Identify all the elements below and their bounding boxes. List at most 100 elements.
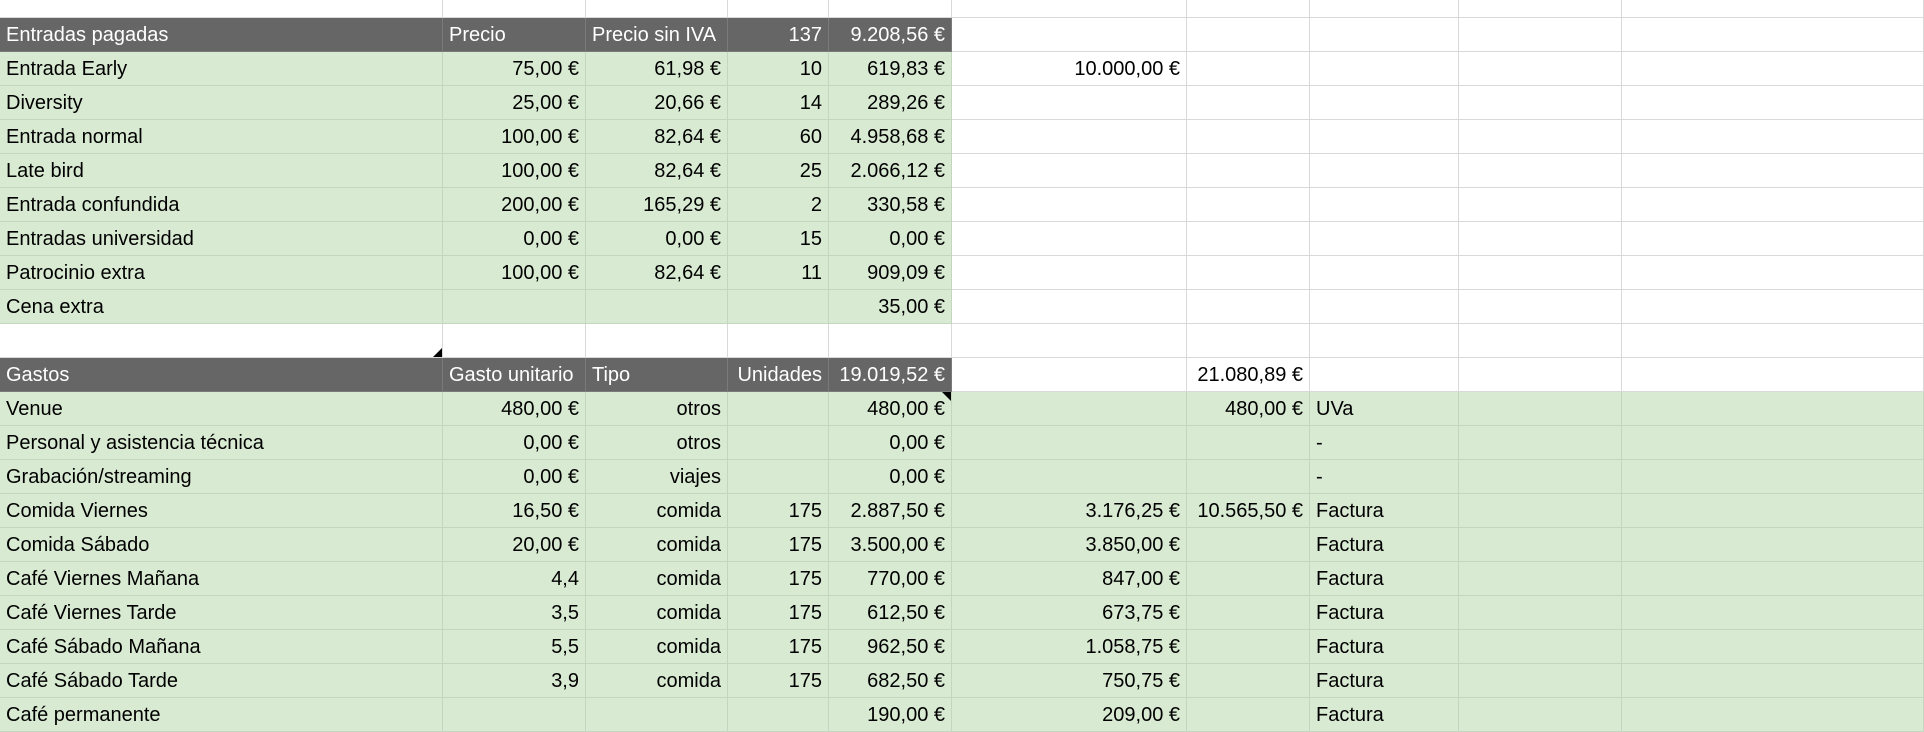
- income-row-cell[interactable]: 909,09 €: [829, 256, 952, 290]
- income-row-cell[interactable]: 82,64 €: [586, 120, 728, 154]
- cell-empty[interactable]: [1310, 324, 1459, 358]
- income-row-label[interactable]: Late bird: [0, 154, 443, 188]
- expense-row-cell[interactable]: 3,9: [443, 664, 586, 698]
- cell-empty[interactable]: [1459, 630, 1622, 664]
- cell-empty[interactable]: [1310, 290, 1459, 324]
- expense-row-cell[interactable]: -: [1310, 460, 1459, 494]
- expense-row-label[interactable]: Comida Viernes: [0, 494, 443, 528]
- cell-empty[interactable]: [0, 0, 443, 18]
- expenses-header-cell[interactable]: Unidades: [728, 358, 829, 392]
- income-row-label[interactable]: Cena extra: [0, 290, 443, 324]
- expense-row-cell[interactable]: 209,00 €: [952, 698, 1187, 732]
- cell-empty[interactable]: [1459, 358, 1622, 392]
- expense-row-cell[interactable]: 0,00 €: [829, 460, 952, 494]
- cell-empty[interactable]: [1459, 426, 1622, 460]
- income-row-cell[interactable]: 11: [728, 256, 829, 290]
- cell-empty[interactable]: [1622, 630, 1924, 664]
- expenses-total-cell[interactable]: [952, 358, 1187, 392]
- cell-empty[interactable]: [1459, 698, 1622, 732]
- expense-row-cell[interactable]: 175: [728, 664, 829, 698]
- expense-row-cell[interactable]: 3.850,00 €: [952, 528, 1187, 562]
- expense-row-cell[interactable]: 770,00 €: [829, 562, 952, 596]
- expenses-header-cell[interactable]: 19.019,52 €: [829, 358, 952, 392]
- income-row-cell[interactable]: 82,64 €: [586, 154, 728, 188]
- income-row-label[interactable]: Entradas universidad: [0, 222, 443, 256]
- cell-empty[interactable]: [829, 0, 952, 18]
- income-row-label[interactable]: Entrada confundida: [0, 188, 443, 222]
- income-row-cell[interactable]: 2.066,12 €: [829, 154, 952, 188]
- income-row-cell[interactable]: 15: [728, 222, 829, 256]
- income-row-label[interactable]: Diversity: [0, 86, 443, 120]
- expense-row-cell[interactable]: comida: [586, 630, 728, 664]
- income-header-cell[interactable]: 137: [728, 18, 829, 52]
- income-extra-cell[interactable]: [952, 256, 1187, 290]
- expense-row-cell[interactable]: [1187, 528, 1310, 562]
- expense-row-cell[interactable]: [728, 426, 829, 460]
- cell-empty[interactable]: [1187, 154, 1310, 188]
- cell-empty[interactable]: [1310, 0, 1459, 18]
- cell-empty[interactable]: [443, 324, 586, 358]
- cell-empty[interactable]: [1459, 596, 1622, 630]
- cell-empty[interactable]: [1459, 188, 1622, 222]
- expense-row-cell[interactable]: [1187, 630, 1310, 664]
- cell-empty[interactable]: [1310, 52, 1459, 86]
- cell-empty[interactable]: [829, 324, 952, 358]
- expense-row-label[interactable]: Café permanente: [0, 698, 443, 732]
- expense-row-cell[interactable]: 16,50 €: [443, 494, 586, 528]
- income-row-cell[interactable]: 619,83 €: [829, 52, 952, 86]
- cell-empty[interactable]: [1310, 154, 1459, 188]
- income-extra-cell[interactable]: 10.000,00 €: [952, 52, 1187, 86]
- income-extra-cell[interactable]: [952, 290, 1187, 324]
- cell-empty[interactable]: [1622, 460, 1924, 494]
- cell-empty[interactable]: [1459, 528, 1622, 562]
- cell-empty[interactable]: [1187, 86, 1310, 120]
- income-row-cell[interactable]: 100,00 €: [443, 120, 586, 154]
- income-row-cell[interactable]: 14: [728, 86, 829, 120]
- income-row-cell[interactable]: 0,00 €: [586, 222, 728, 256]
- expense-row-label[interactable]: Café Sábado Tarde: [0, 664, 443, 698]
- expense-row-label[interactable]: Café Viernes Tarde: [0, 596, 443, 630]
- expense-row-cell[interactable]: 0,00 €: [829, 426, 952, 460]
- cell-empty[interactable]: [1622, 392, 1924, 426]
- cell-empty[interactable]: [952, 0, 1187, 18]
- income-row-cell[interactable]: [728, 290, 829, 324]
- expense-row-cell[interactable]: viajes: [586, 460, 728, 494]
- income-row-cell[interactable]: 165,29 €: [586, 188, 728, 222]
- expense-row-cell[interactable]: comida: [586, 562, 728, 596]
- income-header-cell[interactable]: Precio: [443, 18, 586, 52]
- cell-empty[interactable]: [1310, 18, 1459, 52]
- cell-empty[interactable]: [1622, 0, 1924, 18]
- cell-empty[interactable]: [1310, 120, 1459, 154]
- expense-row-cell[interactable]: comida: [586, 528, 728, 562]
- expenses-header-cell[interactable]: Gasto unitario: [443, 358, 586, 392]
- cell-empty[interactable]: [1622, 324, 1924, 358]
- expense-row-cell[interactable]: [1187, 460, 1310, 494]
- income-row-cell[interactable]: 25,00 €: [443, 86, 586, 120]
- expense-row-cell[interactable]: 847,00 €: [952, 562, 1187, 596]
- cell-empty[interactable]: [1622, 18, 1924, 52]
- expense-row-cell[interactable]: Factura: [1310, 698, 1459, 732]
- income-header-cell[interactable]: 9.208,56 €: [829, 18, 952, 52]
- cell-empty[interactable]: [1310, 256, 1459, 290]
- cell-empty[interactable]: [443, 0, 586, 18]
- expense-row-cell[interactable]: [728, 392, 829, 426]
- income-row-cell[interactable]: 61,98 €: [586, 52, 728, 86]
- cell-empty[interactable]: [0, 324, 443, 358]
- income-row-cell[interactable]: 35,00 €: [829, 290, 952, 324]
- expense-row-cell[interactable]: 175: [728, 494, 829, 528]
- cell-empty[interactable]: [1459, 18, 1622, 52]
- cell-empty[interactable]: [1622, 52, 1924, 86]
- income-row-cell[interactable]: 2: [728, 188, 829, 222]
- expense-row-label[interactable]: Café Viernes Mañana: [0, 562, 443, 596]
- expense-row-cell[interactable]: 4,4: [443, 562, 586, 596]
- expense-row-cell[interactable]: 10.565,50 €: [1187, 494, 1310, 528]
- income-extra-cell[interactable]: [952, 154, 1187, 188]
- cell-empty[interactable]: [1187, 256, 1310, 290]
- expenses-header-cell[interactable]: Gastos: [0, 358, 443, 392]
- income-row-cell[interactable]: 289,26 €: [829, 86, 952, 120]
- cell-empty[interactable]: [1622, 494, 1924, 528]
- income-row-cell[interactable]: 60: [728, 120, 829, 154]
- income-row-cell[interactable]: [443, 290, 586, 324]
- cell-empty[interactable]: [1187, 18, 1310, 52]
